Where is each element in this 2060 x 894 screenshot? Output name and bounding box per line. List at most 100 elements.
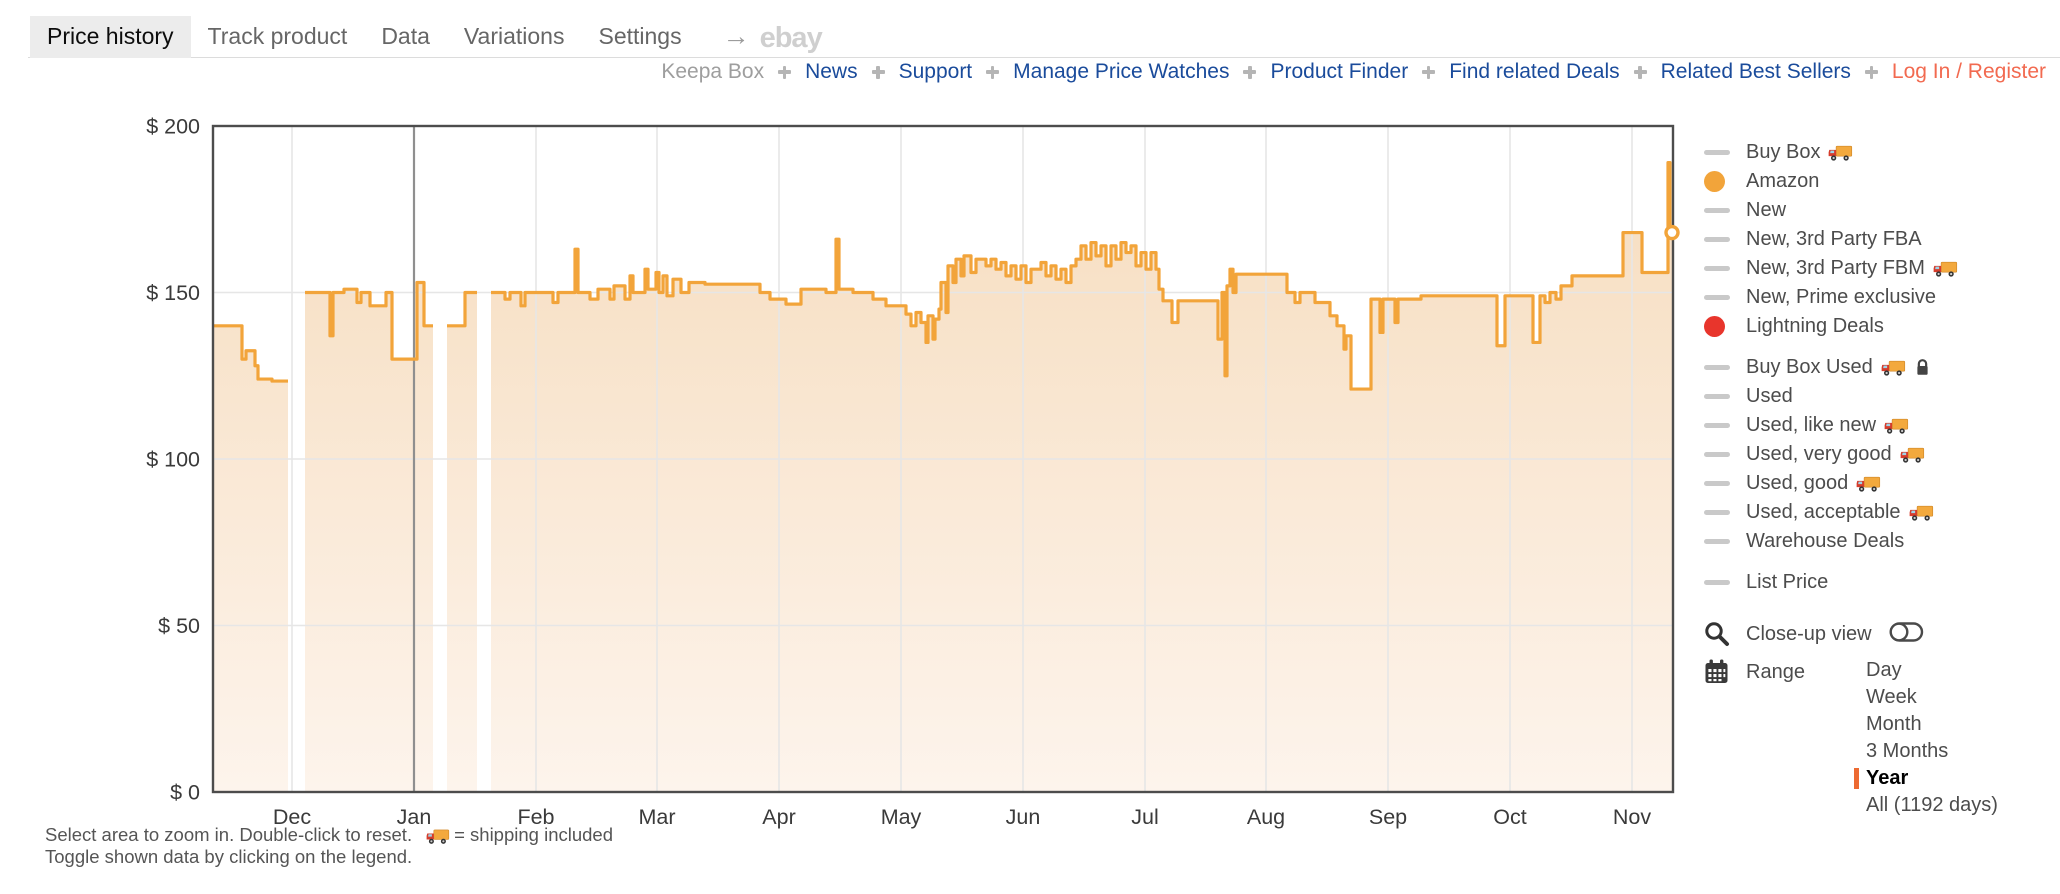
legend-swatch-dash (1704, 237, 1734, 242)
tab-data[interactable]: Data (381, 23, 430, 49)
amazon-price-area (213, 325, 288, 792)
close-up-view-label: Close-up view (1746, 622, 1872, 645)
nav-link-manage-price-watches[interactable]: Manage Price Watches (1013, 60, 1230, 83)
y-tick-label: $ 200 (146, 115, 200, 139)
x-month-label: Sep (1369, 805, 1407, 829)
nav-link-find-related-deals[interactable]: Find related Deals (1449, 60, 1620, 83)
x-month-label: Apr (762, 805, 795, 829)
range-option-month[interactable]: Month (1854, 711, 1998, 738)
range-option-week[interactable]: Week (1854, 684, 1998, 711)
legend-item-used-acceptable[interactable]: Used, acceptable (1704, 498, 2060, 527)
selected-range-marker (1854, 768, 1859, 789)
toggle-off-icon[interactable] (1884, 620, 1926, 649)
legend-item-list-price[interactable]: List Price (1704, 568, 2060, 597)
selected-range-marker (1854, 795, 1859, 816)
keepa-box-label[interactable]: Keepa Box (661, 60, 765, 83)
tab-variations[interactable]: Variations (463, 23, 565, 49)
calendar-icon (1704, 659, 1734, 685)
legend-item-used-very-good[interactable]: Used, very good (1704, 440, 2060, 469)
range-options: Day Week Month 3 Months Year All (1192 days) (1854, 657, 1998, 819)
plus-separator-icon (778, 65, 792, 79)
legend-item-new-3rd-party-fbm[interactable]: New, 3rd Party FBM (1704, 254, 2060, 283)
legend-label: Buy Box Used (1746, 356, 1930, 379)
range-option-all-1192-days[interactable]: All (1192 days) (1854, 792, 1998, 819)
x-month-label: Feb (517, 805, 554, 829)
plus-separator-icon (1243, 65, 1257, 79)
nav-link-news[interactable]: News (805, 60, 858, 83)
selected-range-marker (1854, 687, 1859, 708)
x-month-label: Mar (638, 805, 675, 829)
y-tick-label: $ 50 (158, 614, 200, 638)
hint-line-2: Toggle shown data by clicking on the leg… (45, 846, 413, 867)
amazon-price-area (447, 292, 477, 792)
legend-item-warehouse-deals[interactable]: Warehouse Deals (1704, 527, 2060, 556)
amazon-price-line (305, 280, 433, 361)
plus-separator-icon (1422, 65, 1436, 79)
legend-label: Used, like new (1746, 414, 1909, 437)
plus-separator-icon (871, 65, 885, 79)
legend-swatch-dash (1704, 510, 1734, 515)
legend-and-controls: Buy Box Amazon New New, 3rd Party FBA New, 3… (1704, 138, 2060, 816)
legend-item-new-prime-exclusive[interactable]: New, Prime exclusive (1704, 283, 2060, 312)
legend-item-lightning-deals[interactable]: Lightning Deals (1704, 312, 2060, 341)
legend-item-amazon[interactable]: Amazon (1704, 167, 2060, 196)
tabs: Price history Track product Data Variations… (30, 16, 699, 58)
truck-icon (1881, 360, 1905, 376)
nav-link-product-finder[interactable]: Product Finder (1270, 60, 1409, 83)
truck-icon (1909, 505, 1933, 521)
legend-label: Used (1746, 385, 1793, 407)
range-option-3-months[interactable]: 3 Months (1854, 738, 1998, 765)
legend-item-new[interactable]: New (1704, 196, 2060, 225)
close-up-view-control[interactable]: Close-up view (1704, 619, 2060, 649)
selected-range-marker (1854, 741, 1859, 762)
legend-label: New, 3rd Party FBA (1746, 228, 1922, 250)
magnifier-icon (1704, 621, 1734, 647)
range-header: Range (1704, 657, 2060, 687)
nav-link-support[interactable]: Support (898, 60, 973, 83)
plot-border (211, 124, 1675, 794)
tab-settings[interactable]: Settings (598, 23, 682, 49)
legend-item-used-good[interactable]: Used, good (1704, 469, 2060, 498)
hint-shipping-text: = shipping included (454, 824, 614, 845)
legend-item-used-like-new[interactable]: Used, like new (1704, 411, 2060, 440)
y-tick-label: $ 0 (170, 781, 200, 805)
legend-label: New, Prime exclusive (1746, 286, 1937, 308)
truck-icon (1829, 145, 1853, 161)
x-month-label: May (881, 805, 922, 829)
range-option-day[interactable]: Day (1854, 657, 1998, 684)
x-month-label: Jan (397, 805, 432, 829)
price-chart[interactable]: $ 0 $ 50 $ 100 $ 150 $ 200 Dec Jan Feb Mar Apr May… (0, 90, 1760, 850)
legend-item-new-3rd-party-fba[interactable]: New, 3rd Party FBA (1704, 225, 2060, 254)
legend-swatch-dash (1704, 150, 1734, 155)
legend-swatch-circle (1704, 316, 1734, 337)
legend-label: Warehouse Deals (1746, 530, 1905, 552)
legend-group-2: Buy Box Used Used Used, like new Used, very… (1704, 353, 2060, 556)
legend-item-buy-box-used[interactable]: Buy Box Used (1704, 353, 2060, 382)
ebay-logo[interactable]: ebay (759, 22, 823, 54)
selected-range-marker (1854, 714, 1859, 735)
login-register-link[interactable]: Log In / Register (1891, 60, 2046, 83)
legend-swatch-dash (1704, 580, 1734, 585)
legend-item-buy-box[interactable]: Buy Box (1704, 138, 2060, 167)
legend-item-used[interactable]: Used (1704, 382, 2060, 411)
nav-link-related-best-sellers[interactable]: Related Best Sellers (1660, 60, 1851, 83)
range-option-year[interactable]: Year (1854, 765, 1998, 792)
legend-swatch-dash (1704, 394, 1734, 399)
tab-price-history[interactable]: Price history (30, 16, 191, 58)
range-control: Range Day Week Month 3 Months Year All (1192 … (1704, 657, 2060, 816)
x-month-label: Nov (1613, 805, 1651, 829)
legend-swatch-dash (1704, 452, 1734, 457)
x-month-label: Oct (1493, 805, 1526, 829)
legend-label: Used, very good (1746, 443, 1925, 466)
legend-swatch-dash (1704, 208, 1734, 213)
legend-swatch-dash (1704, 481, 1734, 486)
tab-track-product[interactable]: Track product (207, 23, 348, 49)
amazon-price-area (491, 162, 1672, 792)
legend-group-1: Buy Box Amazon New New, 3rd Party FBA New, 3… (1704, 138, 2060, 341)
legend-swatch-circle (1704, 171, 1734, 192)
y-tick-label: $ 100 (146, 448, 200, 472)
plus-separator-icon (1633, 65, 1647, 79)
amazon-price-line (447, 290, 477, 328)
legend-label: New, 3rd Party FBM (1746, 257, 1958, 280)
y-tick-label: $ 150 (146, 281, 200, 305)
